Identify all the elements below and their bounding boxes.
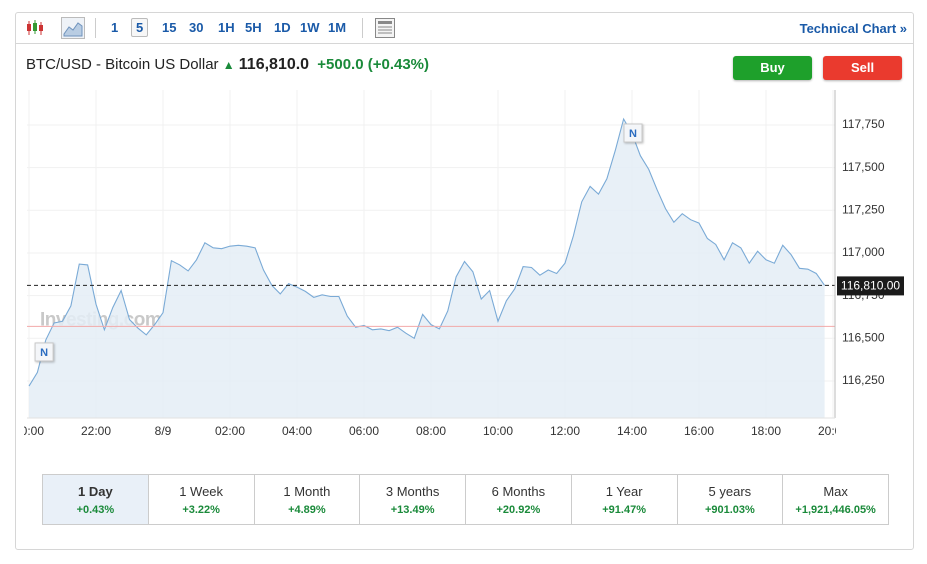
widget-frame (15, 12, 914, 550)
x-tick-label: 12:00 (550, 424, 580, 438)
performance-cell[interactable]: 1 Month +4.89% (253, 475, 360, 524)
change: +1,921,446.05% (795, 504, 876, 516)
change: +13.49% (390, 504, 435, 516)
area-icon[interactable] (61, 17, 85, 39)
interval-button[interactable]: 1M (328, 20, 347, 35)
x-tick-label: 20:00 (818, 424, 848, 438)
x-axis-labels: 20:00 22:00 8/9 02:00 04:00 06:00 08:00 10:00 12… (14, 424, 848, 438)
period: 1 Week (179, 484, 224, 499)
y-tick-label: 117,250 (842, 202, 885, 216)
candles-icon[interactable] (25, 18, 45, 38)
interval-button[interactable]: 1D (274, 20, 291, 35)
divider (95, 18, 96, 38)
chart: 116,250116,500116,750117,000117,250117,5… (14, 90, 904, 438)
x-tick-label: 18:00 (751, 424, 781, 438)
news-marker-label: N (40, 347, 48, 359)
y-tick-label: 117,000 (842, 245, 885, 259)
settings-icon[interactable] (374, 17, 396, 39)
change: +0.43% (76, 504, 115, 516)
area (29, 119, 825, 418)
interval-button[interactable]: 1W (300, 20, 320, 35)
x-tick-label: 20:00 (14, 424, 44, 438)
interval-button[interactable]: 5 (131, 18, 149, 37)
toolbar: 1 5 15 30 1H 5H 1D 1W 1M (15, 12, 914, 44)
performance-cell[interactable]: 1 Year +91.47% (570, 475, 677, 524)
x-tick-label: 10:00 (483, 424, 513, 438)
interval-button[interactable]: 15 (162, 20, 177, 35)
interval-button[interactable]: 5H (245, 20, 262, 35)
period: Max (823, 484, 848, 499)
y-tick-label: 117,750 (842, 117, 885, 131)
last-price-label: 116,810.00 (841, 279, 900, 293)
sell-button[interactable]: Sell (823, 56, 902, 80)
x-tick-label: 02:00 (215, 424, 245, 438)
change: +20.92% (496, 504, 541, 516)
y-tick-label: 116,250 (842, 373, 885, 387)
performance-cell[interactable]: 6 Months +20.92% (465, 475, 571, 524)
y-tick-label: 117,500 (842, 160, 885, 174)
performance-cell[interactable]: Max +1,921,446.05% (782, 475, 888, 524)
period: 1 Month (283, 484, 331, 499)
change: +3.22% (182, 504, 220, 516)
x-tick-label: 8/9 (155, 424, 172, 438)
change: +500.0 (317, 56, 364, 73)
period: 1 Year (605, 484, 643, 499)
price: 116,810.0 (238, 56, 310, 73)
plot (28, 117, 826, 418)
x-tick-label: 14:00 (617, 424, 647, 438)
quote-header: BTC/USD - Bitcoin US Dollar ▲ 116,810.0 … (26, 56, 429, 74)
change: +91.47% (602, 504, 646, 516)
x-tick-label: 22:00 (81, 424, 111, 438)
news-marker (34, 342, 54, 362)
divider (362, 18, 363, 38)
x-tick-label: 04:00 (282, 424, 312, 438)
line (28, 117, 826, 387)
x-tick-label: 16:00 (684, 424, 714, 438)
period: 1 Day (78, 484, 113, 499)
performance-table: 1 Day +0.43% 1 Week +3.22% 1 Month +4.89% 3… (42, 474, 889, 525)
up-arrow: ▲ (222, 58, 235, 72)
performance-cell[interactable]: 5 years +901.03% (676, 475, 783, 524)
change: +901.03% (704, 504, 755, 516)
period: 5 years (708, 484, 752, 499)
interval-button[interactable]: 1H (218, 20, 235, 35)
x-tick-label: 08:00 (416, 424, 446, 438)
change: +4.89% (288, 504, 326, 516)
period: 3 Months (385, 484, 440, 499)
y-tick-label: 116,500 (842, 330, 885, 344)
buy-button[interactable]: Buy (733, 56, 812, 80)
period: 6 Months (491, 484, 546, 499)
performance-cell[interactable]: 1 Week +3.22% (147, 475, 254, 524)
interval-button[interactable]: 30 (189, 20, 204, 35)
performance-cell[interactable]: 1 Day +0.43% (43, 475, 148, 524)
news-marker (623, 123, 643, 143)
symbol: BTC/USD - Bitcoin US Dollar (26, 56, 219, 73)
x-tick-label: 06:00 (349, 424, 379, 438)
technical-chart-link[interactable]: Technical Chart » (799, 21, 907, 36)
last-price-box (837, 276, 904, 296)
interval-button[interactable]: 1 (111, 20, 119, 35)
news-marker-label: N (629, 128, 637, 140)
performance-cell[interactable]: 3 Months +13.49% (359, 475, 465, 524)
change-percent: (+0.43%) (367, 56, 430, 73)
